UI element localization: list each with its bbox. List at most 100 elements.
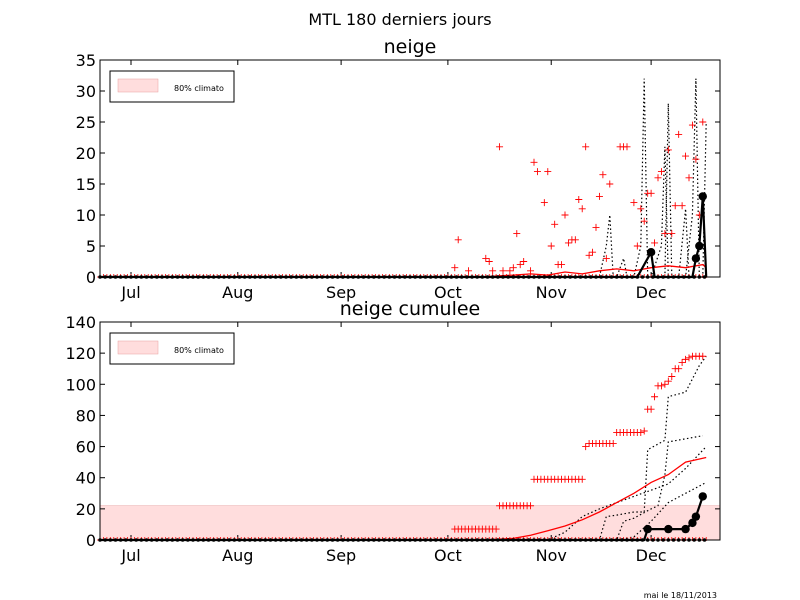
plus-marker bbox=[496, 143, 504, 151]
plus-marker bbox=[675, 365, 683, 373]
plus-marker bbox=[589, 248, 597, 256]
legend: 80% climato bbox=[109, 332, 235, 365]
plus-marker bbox=[561, 211, 569, 219]
plus-marker bbox=[595, 192, 603, 200]
observed-marker bbox=[695, 241, 704, 251]
plus-marker bbox=[675, 130, 683, 138]
plus-marker bbox=[530, 158, 538, 166]
plus-marker bbox=[637, 429, 645, 437]
plus-marker bbox=[485, 258, 493, 265]
panel-2: neige cumulee 0 20 40 60 80 100 120 140 Jul Aug Sep… bbox=[65, 298, 721, 565]
legend-label: 80% climato bbox=[174, 84, 224, 93]
plus-marker bbox=[564, 239, 572, 247]
y-tick-label: 20 bbox=[76, 500, 96, 519]
plus-marker bbox=[540, 199, 548, 207]
plus-marker bbox=[544, 168, 552, 176]
plus-marker bbox=[664, 146, 672, 154]
plus-marker bbox=[575, 196, 583, 203]
y-tick-label: 80 bbox=[76, 406, 96, 425]
plus-marker bbox=[671, 202, 679, 210]
plus-marker bbox=[454, 236, 462, 244]
plus-marker bbox=[651, 393, 659, 401]
mean-series-line bbox=[478, 456, 707, 541]
figure-title: MTL 180 derniers jours bbox=[308, 10, 492, 29]
plus-marker bbox=[551, 220, 559, 228]
plus-marker bbox=[571, 236, 579, 244]
y-tick-label: 35 bbox=[76, 51, 96, 70]
plus-marker bbox=[678, 202, 686, 210]
plus-marker bbox=[633, 242, 641, 250]
y-tick-label: 25 bbox=[76, 113, 96, 132]
plus-marker bbox=[640, 427, 648, 435]
plus-marker bbox=[516, 261, 524, 269]
legend: 80% climato bbox=[109, 70, 235, 103]
legend-label: 80% climato bbox=[174, 346, 224, 355]
plus-marker bbox=[592, 223, 600, 231]
plus-marker bbox=[506, 267, 514, 275]
observed-marker bbox=[691, 512, 701, 521]
y-tick-label: 15 bbox=[76, 175, 96, 194]
observed-marker bbox=[691, 254, 701, 263]
plus-marker bbox=[685, 354, 693, 362]
plus-marker bbox=[499, 267, 507, 275]
plus-marker bbox=[678, 358, 686, 366]
plus-marker bbox=[640, 217, 648, 225]
plus-marker bbox=[661, 380, 669, 388]
x-tick-label: Oct bbox=[434, 283, 462, 302]
plus-marker bbox=[668, 373, 676, 380]
x-tick-label: Sep bbox=[326, 283, 356, 302]
footer-note: mai le 18/11/2013 bbox=[643, 591, 717, 600]
x-tick-label: Dec bbox=[636, 283, 667, 302]
plus-marker bbox=[520, 258, 528, 265]
observed-marker bbox=[643, 524, 652, 534]
plus-marker bbox=[602, 254, 610, 262]
plus-marker bbox=[682, 152, 690, 160]
plus-marker bbox=[654, 174, 662, 182]
panel-title: neige cumulee bbox=[340, 298, 481, 320]
dotted-series-line bbox=[582, 435, 703, 541]
plus-marker bbox=[547, 242, 555, 250]
x-tick-label: Dec bbox=[636, 546, 667, 565]
plus-marker bbox=[585, 251, 593, 259]
observed-line bbox=[100, 196, 708, 279]
x-tick-label: Oct bbox=[434, 546, 462, 565]
plus-marker bbox=[465, 267, 473, 275]
plus-marker bbox=[582, 143, 590, 151]
plus-marker bbox=[647, 189, 655, 197]
plus-marker bbox=[609, 439, 617, 447]
plus-marker bbox=[623, 143, 631, 151]
dotted-series-line bbox=[582, 121, 707, 278]
plus-marker bbox=[651, 239, 659, 247]
observed-marker bbox=[688, 518, 697, 528]
y-tick-label: 10 bbox=[76, 206, 96, 225]
plus-marker bbox=[657, 168, 665, 176]
plus-marker bbox=[664, 377, 672, 385]
y-tick-label: 0 bbox=[86, 531, 96, 550]
plus-marker bbox=[489, 267, 497, 275]
legend-swatch bbox=[117, 78, 159, 93]
observed-marker bbox=[681, 524, 690, 534]
y-tick-label: 120 bbox=[65, 344, 96, 363]
plus-marker bbox=[451, 264, 459, 272]
panel-title: neige bbox=[384, 36, 437, 58]
y-tick-label: 60 bbox=[76, 438, 96, 457]
plus-marker bbox=[668, 230, 676, 238]
plus-marker bbox=[513, 230, 521, 238]
plus-marker bbox=[637, 205, 645, 213]
observed-marker bbox=[698, 192, 707, 201]
axes-frame bbox=[99, 59, 721, 278]
plus-marker bbox=[533, 168, 541, 176]
x-tick-label: Sep bbox=[326, 546, 356, 565]
plus-marker bbox=[699, 118, 707, 126]
dotted-series-line bbox=[582, 481, 707, 541]
x-tick-label: Jul bbox=[120, 546, 140, 565]
plus-marker bbox=[606, 180, 614, 188]
plus-marker bbox=[699, 352, 707, 360]
plus-marker bbox=[647, 405, 655, 413]
plus-marker bbox=[688, 121, 696, 129]
plus-marker bbox=[558, 261, 566, 269]
plus-marker bbox=[630, 199, 638, 207]
x-tick-label: Jul bbox=[120, 283, 140, 302]
dotted-series-line bbox=[547, 78, 707, 278]
